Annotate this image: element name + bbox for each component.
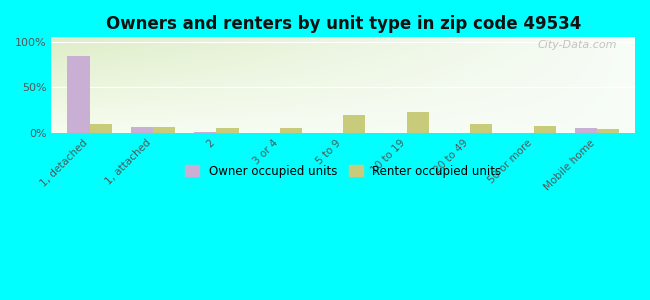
Bar	[280, 128, 302, 133]
Bar	[68, 56, 90, 133]
Bar	[153, 128, 175, 133]
Bar	[407, 112, 429, 133]
Title: Owners and renters by unit type in zip code 49534: Owners and renters by unit type in zip c…	[105, 15, 581, 33]
Bar	[597, 129, 619, 133]
Bar	[343, 115, 365, 133]
Bar	[575, 128, 597, 133]
Bar	[216, 128, 239, 133]
Legend: Owner occupied units, Renter occupied units: Owner occupied units, Renter occupied un…	[180, 160, 506, 182]
Bar	[194, 132, 216, 133]
Text: City-Data.com: City-Data.com	[538, 40, 617, 50]
Bar	[131, 127, 153, 133]
Bar	[470, 124, 492, 133]
Bar	[534, 126, 556, 133]
Bar	[90, 124, 112, 133]
